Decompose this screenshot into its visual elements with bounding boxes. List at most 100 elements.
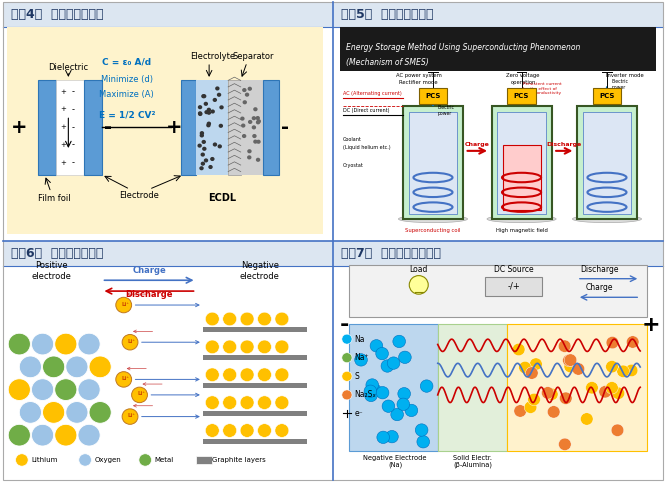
Circle shape — [78, 333, 100, 355]
Bar — [349, 323, 438, 451]
Text: +: + — [60, 142, 66, 148]
Circle shape — [364, 385, 377, 398]
Circle shape — [386, 430, 398, 443]
Circle shape — [398, 388, 410, 400]
Circle shape — [212, 98, 217, 102]
Text: Minimize (d): Minimize (d) — [101, 75, 153, 84]
Text: -: - — [104, 118, 112, 137]
Text: Persistent current
by the effect of
superconductivity: Persistent current by the effect of supe… — [523, 82, 562, 95]
Bar — [403, 107, 463, 219]
Circle shape — [19, 356, 41, 378]
Circle shape — [514, 405, 527, 417]
Circle shape — [204, 159, 208, 162]
Circle shape — [55, 333, 77, 355]
Circle shape — [206, 123, 210, 127]
Text: -: - — [71, 158, 75, 167]
Text: Charge: Charge — [585, 283, 613, 293]
Text: Coolant: Coolant — [343, 136, 362, 142]
Circle shape — [116, 297, 132, 313]
Circle shape — [606, 336, 619, 349]
Circle shape — [365, 389, 378, 402]
Text: Discharge: Discharge — [580, 265, 618, 274]
Circle shape — [541, 387, 554, 399]
Circle shape — [206, 107, 211, 112]
Text: Charge: Charge — [132, 266, 166, 275]
Circle shape — [198, 112, 202, 116]
Text: Positive
electrode: Positive electrode — [31, 261, 71, 281]
Text: -: - — [71, 123, 75, 132]
Circle shape — [381, 360, 394, 372]
Circle shape — [222, 396, 236, 410]
Circle shape — [43, 402, 65, 423]
Bar — [202, 383, 307, 388]
Circle shape — [199, 166, 204, 170]
Circle shape — [219, 105, 224, 109]
Text: Oxygen: Oxygen — [95, 457, 121, 463]
Text: -: - — [281, 118, 289, 137]
Circle shape — [393, 335, 406, 348]
Bar — [228, 80, 241, 174]
Text: Cryostat: Cryostat — [343, 163, 364, 168]
Text: Rectifier mode: Rectifier mode — [400, 80, 438, 85]
Circle shape — [519, 362, 531, 374]
Circle shape — [139, 454, 152, 466]
Circle shape — [8, 424, 31, 446]
Circle shape — [420, 380, 433, 392]
Text: +: + — [60, 107, 66, 112]
Circle shape — [252, 125, 256, 130]
Bar — [56, 80, 84, 174]
Circle shape — [376, 387, 389, 399]
Bar — [438, 323, 507, 451]
Circle shape — [417, 436, 430, 448]
Circle shape — [355, 354, 368, 366]
Text: ECDL: ECDL — [208, 193, 236, 203]
Circle shape — [200, 161, 205, 166]
Circle shape — [563, 354, 575, 367]
Circle shape — [258, 368, 272, 382]
Circle shape — [200, 131, 204, 135]
Bar — [349, 265, 647, 318]
Circle shape — [258, 312, 272, 326]
Circle shape — [15, 454, 28, 466]
Text: Na₂Sₓ: Na₂Sₓ — [354, 390, 376, 400]
Circle shape — [617, 365, 629, 377]
Text: High magnetic field: High magnetic field — [496, 228, 547, 233]
Circle shape — [545, 388, 558, 401]
Bar — [583, 112, 631, 214]
Text: Superconducting coil: Superconducting coil — [405, 228, 461, 233]
Circle shape — [256, 119, 261, 123]
Circle shape — [78, 424, 100, 446]
Circle shape — [204, 102, 208, 106]
Circle shape — [89, 356, 111, 378]
Circle shape — [252, 134, 256, 138]
Circle shape — [253, 107, 258, 111]
Circle shape — [208, 165, 212, 169]
Circle shape — [218, 144, 222, 148]
Circle shape — [611, 424, 624, 437]
Text: (Mechanism of SMES): (Mechanism of SMES) — [346, 57, 429, 67]
Circle shape — [206, 121, 211, 126]
Circle shape — [19, 402, 41, 423]
Circle shape — [258, 424, 272, 437]
Circle shape — [391, 408, 404, 421]
Bar — [202, 327, 307, 332]
Bar — [180, 80, 196, 174]
Circle shape — [205, 424, 219, 437]
Bar — [202, 355, 307, 360]
Text: Electrolyte: Electrolyte — [190, 52, 235, 61]
Text: Discharge: Discharge — [547, 143, 582, 147]
Circle shape — [79, 454, 91, 466]
Text: Li⁺: Li⁺ — [128, 413, 136, 418]
Circle shape — [122, 409, 138, 424]
Circle shape — [31, 424, 54, 446]
Circle shape — [217, 93, 221, 97]
Circle shape — [8, 379, 31, 401]
Text: Li⁺: Li⁺ — [121, 302, 129, 307]
Ellipse shape — [572, 215, 641, 223]
Text: Electric
power: Electric power — [438, 106, 455, 116]
Text: Inverter mode: Inverter mode — [605, 73, 643, 78]
Text: PCS: PCS — [599, 93, 615, 99]
Text: Li⁺: Li⁺ — [121, 376, 129, 381]
Circle shape — [204, 110, 208, 114]
Text: -/+: -/+ — [507, 282, 520, 291]
